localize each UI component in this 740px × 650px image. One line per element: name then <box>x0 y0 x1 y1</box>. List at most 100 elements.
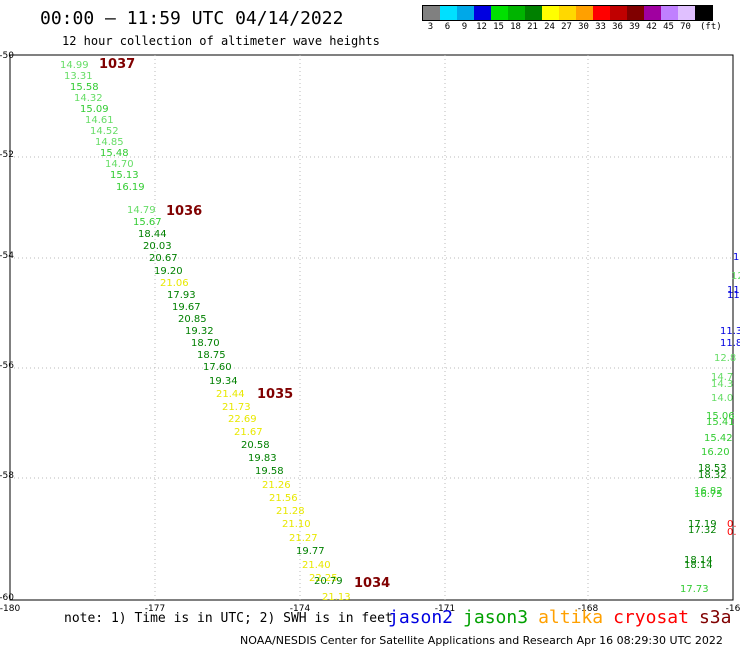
legend-label: 42 <box>646 22 657 32</box>
wave-height-label: 11 <box>727 285 740 296</box>
wave-height-label: 14.61 <box>85 115 114 126</box>
wave-height-label: 14.52 <box>90 126 119 137</box>
legend-label: 9 <box>461 22 468 32</box>
legend-label: 15 <box>493 22 504 32</box>
wave-height-label: 14.0 <box>711 393 733 404</box>
legend-label: 21 <box>527 22 538 32</box>
wave-height-label: 21.73 <box>222 402 251 413</box>
wave-height-label: 22.25 <box>309 573 338 584</box>
satellite-altika: altika <box>538 607 604 628</box>
wave-height-label: 12 <box>731 271 740 282</box>
wave-height-label: 21.56 <box>269 493 298 504</box>
wave-height-label: 14.70 <box>105 159 134 170</box>
wave-height-label: 14.85 <box>95 137 124 148</box>
color-legend <box>422 5 713 21</box>
wave-height-label: 16.19 <box>116 182 145 193</box>
legend-swatch <box>474 6 491 20</box>
legend-swatch <box>610 6 627 20</box>
x-tick-label: -16 <box>726 604 740 614</box>
satellite-legend: jason2 jason3 altika cryosat s3a <box>388 607 731 628</box>
wave-height-label: 11.8 <box>720 338 740 349</box>
wave-height-label: 21.28 <box>276 506 305 517</box>
y-tick-label: -54 <box>0 251 14 261</box>
legend-swatch <box>627 6 644 20</box>
legend-swatch <box>593 6 610 20</box>
wave-height-label: 17.32 <box>688 525 717 536</box>
wave-height-label: 14.32 <box>74 93 103 104</box>
wave-height-label: 19.32 <box>185 326 214 337</box>
legend-label: 36 <box>612 22 623 32</box>
wave-height-label: 1 <box>733 252 739 263</box>
wave-height-label: 18.75 <box>197 350 226 361</box>
legend-label: 70 <box>680 22 691 32</box>
wave-height-label: 17.93 <box>167 290 196 301</box>
wave-height-label: 15.13 <box>110 170 139 181</box>
legend-swatch <box>695 6 712 20</box>
wave-height-label: 15.67 <box>133 217 162 228</box>
wave-height-label: 15.42 <box>704 433 733 444</box>
wave-height-label: 16.75 <box>694 489 723 500</box>
wave-height-label: 18.32 <box>698 470 727 481</box>
legend-label: 12 <box>476 22 487 32</box>
wave-height-label: 14.7 <box>711 372 733 383</box>
satellite-s3a: s3a <box>698 607 732 628</box>
pressure-label: 1035 <box>257 387 293 402</box>
legend-swatch <box>678 6 695 20</box>
wave-height-label: 13.31 <box>64 71 93 82</box>
legend-swatch <box>661 6 678 20</box>
map-frame <box>9 54 734 601</box>
wave-height-label: 20.79 <box>314 576 343 587</box>
legend-swatch <box>440 6 457 20</box>
wave-height-label: 21.27 <box>289 533 318 544</box>
legend-swatch <box>457 6 474 20</box>
wave-height-label: 0. <box>727 527 737 538</box>
map-subtitle: 12 hour collection of altimeter wave hei… <box>62 34 380 48</box>
wave-height-label: 15.41 <box>706 417 735 428</box>
wave-height-label: 21.06 <box>160 278 189 289</box>
wave-height-label: 16.20 <box>701 447 730 458</box>
wave-height-label: 15.48 <box>100 148 129 159</box>
pressure-label: 1036 <box>166 204 202 219</box>
wave-height-label: 21.10 <box>282 519 311 530</box>
legend-swatch <box>491 6 508 20</box>
wave-height-label: 20.67 <box>149 253 178 264</box>
note-text: note: 1) Time is in UTC; 2) SWH is in fe… <box>64 611 393 626</box>
wave-height-label: 21.13 <box>322 592 351 603</box>
x-tick-label: -168 <box>578 604 599 614</box>
y-tick-label: -58 <box>0 471 14 481</box>
wave-height-label: 11 <box>727 290 740 301</box>
wave-height-label: 21.26 <box>262 480 291 491</box>
wave-height-label: 21.67 <box>234 427 263 438</box>
wave-height-label: 20.58 <box>241 440 270 451</box>
wave-height-label: 18.14 <box>684 560 713 571</box>
legend-label: (ft) <box>700 22 722 32</box>
wave-height-label: 19.83 <box>248 453 277 464</box>
wave-height-label: 15.58 <box>70 82 99 93</box>
y-tick-label: -52 <box>0 150 14 160</box>
wave-height-label: 17.19 <box>688 519 717 530</box>
wave-height-label: 21.40 <box>302 560 331 571</box>
legend-label: 24 <box>544 22 555 32</box>
wave-height-label: 0. <box>727 519 737 530</box>
x-tick-label: -180 <box>0 604 20 614</box>
y-tick-label: -50 <box>0 51 14 61</box>
wave-height-label: 20.85 <box>178 314 207 325</box>
legend-swatch <box>576 6 593 20</box>
legend-label: 45 <box>663 22 674 32</box>
legend-swatch <box>644 6 661 20</box>
wave-height-label: 18.53 <box>698 463 727 474</box>
wave-height-label: 19.77 <box>296 546 325 557</box>
wave-height-label: 22.69 <box>228 414 257 425</box>
legend-label: 27 <box>561 22 572 32</box>
y-tick-label: -60 <box>0 593 14 603</box>
legend-swatch <box>525 6 542 20</box>
x-tick-label: -174 <box>290 604 311 614</box>
pressure-label: 1034 <box>354 576 390 591</box>
x-tick-label: -171 <box>435 604 455 614</box>
wave-height-label: 17.73 <box>680 584 709 595</box>
wave-height-label: 12.8 <box>714 353 736 364</box>
wave-height-label: 19.20 <box>154 266 183 277</box>
legend-label: 6 <box>444 22 451 32</box>
legend-label: 33 <box>595 22 606 32</box>
